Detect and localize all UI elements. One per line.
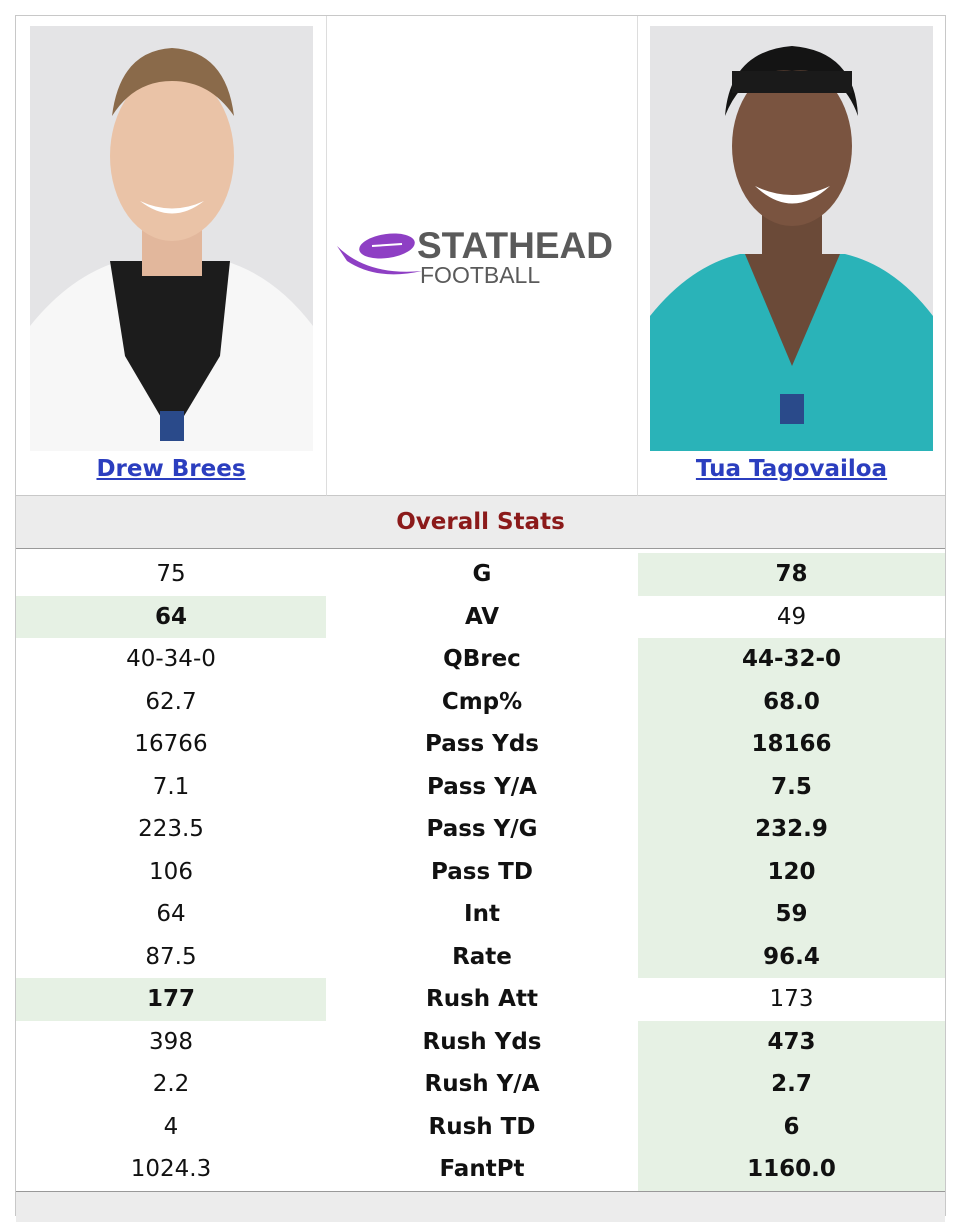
stat-value: 173 (769, 986, 814, 1012)
stat-value: 120 (638, 850, 945, 893)
stat-row: 223.5 Pass Y/G 232.9 (16, 808, 945, 851)
stat-label: Int (464, 901, 500, 927)
stat-row: 62.7 Cmp% 68.0 (16, 680, 945, 723)
player-photo (30, 26, 313, 451)
stat-label: Rush Yds (422, 1028, 542, 1055)
stat-row: 398 Rush Yds 473 (16, 1020, 945, 1063)
stat-row: 177 Rush Att 173 (16, 978, 945, 1021)
logo-text: STATHEAD (417, 225, 613, 266)
stat-row: 1024.3 FantPt 1160.0 (16, 1148, 945, 1191)
section-header: Overall Stats (16, 496, 945, 549)
stat-value: 78 (638, 553, 945, 596)
player-cell: Drew Brees (16, 16, 327, 496)
stat-value: 44-32-0 (638, 638, 945, 681)
stat-value: 49 (776, 603, 807, 630)
stat-value: 75 (156, 561, 186, 587)
stat-value: 4 (163, 1113, 179, 1140)
stat-row: 64 AV 49 (16, 595, 945, 638)
stat-value: 398 (149, 1028, 193, 1055)
stat-label: Pass TD (431, 858, 533, 885)
stat-value: 18166 (638, 723, 945, 766)
stat-label: Rush Y/A (424, 1071, 540, 1097)
stat-label: Pass Y/A (426, 773, 537, 800)
logo: STATHEAD FOOTBALL (337, 225, 613, 288)
stat-row: 4 Rush TD 6 (16, 1105, 945, 1148)
logo-cell: STATHEAD FOOTBALL (327, 16, 638, 496)
player-cell: Tua Tagovailoa (638, 16, 945, 496)
stat-label: AV (464, 603, 500, 630)
table-footer (16, 1191, 945, 1222)
stat-value: 7.5 (638, 765, 945, 808)
player-link[interactable]: Drew Brees (96, 456, 246, 482)
stat-value: 64 (16, 595, 326, 638)
stat-label: FantPt (439, 1156, 525, 1182)
stat-value: 6 (638, 1105, 945, 1148)
stat-label: QBrec (443, 646, 521, 672)
stat-label: Pass Yds (425, 731, 539, 757)
stat-value: 2.7 (638, 1063, 945, 1106)
stat-row: 16766 Pass Yds 18166 (16, 723, 945, 766)
stat-value: 62.7 (145, 688, 197, 715)
stat-value: 64 (156, 901, 186, 927)
stat-row: 2.2 Rush Y/A 2.7 (16, 1063, 945, 1106)
stat-value: 473 (638, 1020, 945, 1063)
stat-value: 87.5 (145, 943, 197, 970)
stat-value: 59 (638, 893, 945, 936)
stat-label: Cmp% (441, 688, 523, 715)
stat-row: 106 Pass TD 120 (16, 850, 945, 893)
stat-value: 106 (149, 858, 193, 885)
stat-value: 96.4 (638, 935, 945, 978)
logo-subtext: FOOTBALL (420, 262, 540, 288)
stat-row: 7.1 Pass Y/A 7.5 (16, 765, 945, 808)
stat-row: 87.5 Rate 96.4 (16, 935, 945, 978)
stat-value: 1160.0 (638, 1148, 945, 1191)
stat-label: G (472, 561, 492, 587)
stat-label: Rate (452, 943, 512, 970)
stat-rows: 75 G 78 64 AV 49 40-34-0 QBrec 44-32-0 62.7 Cmp% 68… (16, 553, 945, 1191)
stat-value: 7.1 (152, 773, 190, 800)
stat-value: 232.9 (638, 808, 945, 851)
stat-row: 64 Int 59 (16, 893, 945, 936)
stat-value: 223.5 (138, 816, 204, 842)
stat-label: Pass Y/G (426, 816, 538, 842)
stat-value: 177 (16, 978, 326, 1021)
player-link[interactable]: Tua Tagovailoa (695, 456, 888, 482)
stat-label: Rush TD (428, 1113, 536, 1140)
stat-value: 2.2 (152, 1071, 190, 1097)
stat-label: Rush Att (426, 986, 538, 1012)
stat-value: 1024.3 (130, 1156, 212, 1182)
stat-value: 68.0 (638, 680, 945, 723)
stat-row: 75 G 78 (16, 553, 945, 596)
stat-value: 16766 (134, 731, 208, 757)
player-photo (650, 26, 933, 451)
stat-value: 40-34-0 (126, 646, 216, 672)
comparison-table: Drew Brees STATHEAD FOOTBALL Tua Tagovai… (15, 15, 946, 1222)
stat-row: 40-34-0 QBrec 44-32-0 (16, 638, 945, 681)
